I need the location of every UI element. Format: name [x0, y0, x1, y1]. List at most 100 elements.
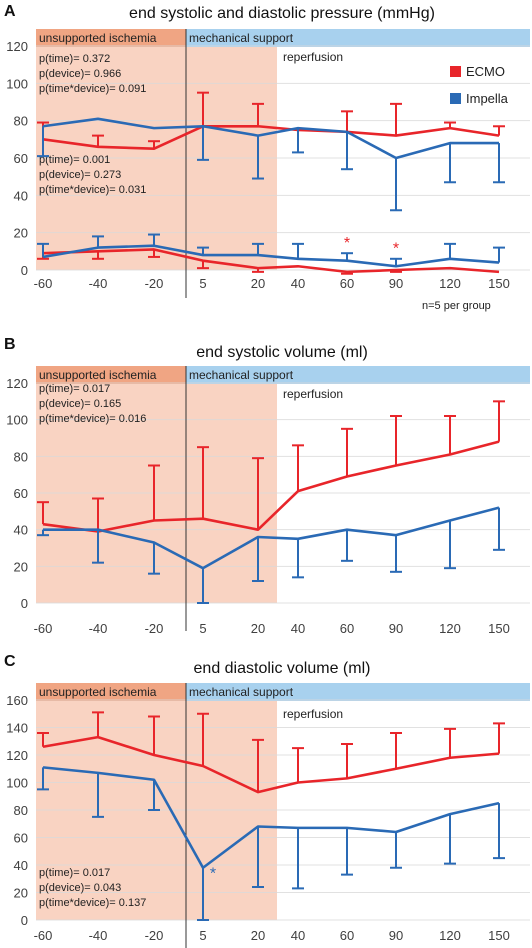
y-tick-label: 80 [14, 449, 28, 464]
y-tick-label: 60 [14, 151, 28, 166]
y-tick-label: 140 [6, 721, 28, 736]
x-tick-label: 150 [488, 621, 510, 636]
series-line [42, 124, 500, 150]
x-tick-label: -20 [145, 276, 164, 291]
mechanical-support-label: mechanical support [189, 31, 294, 45]
x-tick-label: 40 [291, 276, 305, 291]
series-impella [37, 766, 505, 921]
stats-line: p(time*device)= 0.016 [39, 413, 146, 425]
reperfusion-label: reperfusion [283, 387, 343, 401]
x-tick-label: -40 [89, 621, 108, 636]
y-tick-label: 0 [21, 913, 28, 928]
y-tick-label: 60 [14, 831, 28, 846]
y-tick-label: 100 [6, 413, 28, 428]
stats-line: p(time)= 0.017 [39, 867, 110, 879]
mechanical-support-label: mechanical support [189, 368, 294, 382]
series-ecmo [37, 400, 505, 533]
y-tick-label: 20 [14, 226, 28, 241]
mechanical-support-label: mechanical support [189, 685, 294, 699]
significance-marker: * [344, 235, 350, 252]
legend-label-ecmo: ECMO [466, 64, 505, 79]
legend-label-impella: Impella [466, 91, 509, 106]
y-tick-label: 80 [14, 803, 28, 818]
legend-swatch-ecmo [450, 66, 461, 77]
y-tick-label: 60 [14, 486, 28, 501]
x-tick-label: 40 [291, 621, 305, 636]
x-tick-label: 60 [340, 621, 354, 636]
x-tick-label: 90 [389, 928, 403, 943]
y-tick-label: 120 [6, 376, 28, 391]
series-line [42, 117, 499, 160]
y-tick-label: 40 [14, 188, 28, 203]
stats-line: p(device)= 0.165 [39, 398, 121, 410]
x-tick-label: 60 [340, 276, 354, 291]
series-impella-diastolic [37, 233, 505, 268]
x-tick-label: 60 [340, 928, 354, 943]
unsupported-ischemia-label: unsupported ischemia [39, 368, 157, 382]
x-tick-label: 120 [439, 928, 461, 943]
mechanical-support-band [186, 29, 530, 47]
x-tick-label: 90 [389, 621, 403, 636]
series-line [42, 440, 500, 533]
stats-line: p(time)= 0.017 [39, 383, 110, 395]
panel-title: end systolic volume (ml) [196, 344, 368, 361]
panel-letter: B [4, 336, 16, 353]
x-tick-label: 5 [199, 276, 206, 291]
y-tick-label: 40 [14, 523, 28, 538]
mechanical-support-band [186, 366, 530, 384]
x-tick-label: 90 [389, 276, 403, 291]
y-tick-label: 100 [6, 76, 28, 91]
x-tick-label: 40 [291, 928, 305, 943]
x-tick-label: -60 [34, 621, 53, 636]
panel-title: end diastolic volume (ml) [194, 660, 371, 677]
series-impella [37, 506, 505, 604]
unsupported-ischemia-band [36, 29, 186, 47]
reperfusion-label: reperfusion [283, 50, 343, 64]
significance-marker: * [393, 241, 399, 258]
series-line [42, 735, 500, 794]
x-tick-label: 5 [199, 621, 206, 636]
unsupported-ischemia-band [36, 366, 186, 384]
panel-title: end systolic and diastolic pressure (mmH… [129, 5, 435, 22]
y-tick-label: 100 [6, 776, 28, 791]
stats-line: p(time)= 0.001 [39, 154, 110, 166]
x-tick-label: 150 [488, 276, 510, 291]
stats-line: p(device)= 0.966 [39, 68, 121, 80]
unsupported-ischemia-label: unsupported ischemia [39, 31, 157, 45]
unsupported-ischemia-label: unsupported ischemia [39, 685, 157, 699]
x-tick-label: 120 [439, 621, 461, 636]
x-tick-label: 20 [251, 621, 265, 636]
series-line [42, 244, 500, 268]
x-tick-label: 20 [251, 276, 265, 291]
y-tick-label: 20 [14, 886, 28, 901]
x-tick-label: 20 [251, 928, 265, 943]
legend-swatch-impella [450, 93, 461, 104]
series-line [42, 766, 500, 870]
chart-panels: unsupported ischemia mechanical support re… [4, 3, 530, 948]
panel-b: unsupported ischemia mechanical support re… [4, 336, 530, 636]
panel-c: unsupported ischemia mechanical support re… [4, 653, 530, 948]
series-ecmo-systolic [37, 91, 505, 150]
significance-marker: * [210, 866, 216, 883]
y-tick-label: 80 [14, 114, 28, 129]
series-line [43, 506, 500, 570]
reperfusion-label: reperfusion [283, 707, 343, 721]
x-tick-label: -20 [145, 621, 164, 636]
legend: ECMO Impella [450, 64, 509, 106]
stats-line: p(device)= 0.043 [39, 882, 121, 894]
unsupported-ischemia-band [36, 683, 186, 701]
x-tick-label: 5 [199, 928, 206, 943]
y-tick-label: 0 [21, 596, 28, 611]
series-line [42, 248, 500, 274]
stats-line: p(time*device)= 0.031 [39, 184, 146, 196]
x-tick-label: -60 [34, 928, 53, 943]
mechanical-support-band [186, 683, 530, 701]
n-note: n=5 per group [422, 300, 491, 312]
x-tick-label: -20 [145, 928, 164, 943]
y-tick-label: 120 [6, 39, 28, 54]
y-tick-label: 20 [14, 559, 28, 574]
stats-line: p(time*device)= 0.137 [39, 897, 146, 909]
y-tick-label: 160 [6, 693, 28, 708]
y-tick-label: 40 [14, 858, 28, 873]
